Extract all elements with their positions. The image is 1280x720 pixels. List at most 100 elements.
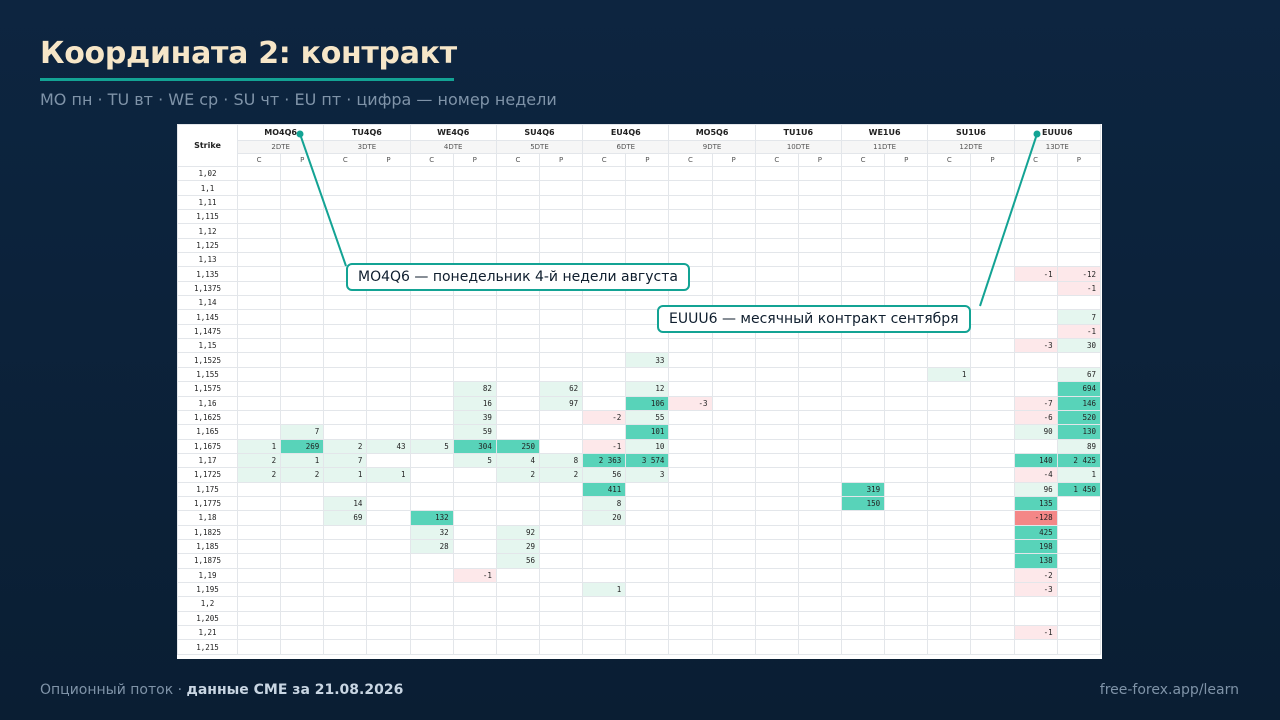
volume-cell xyxy=(1056,223,1102,239)
volume-cell xyxy=(323,596,368,612)
volume-cell xyxy=(280,252,325,268)
volume-cell: -128 xyxy=(1013,510,1058,526)
volume-cell xyxy=(452,165,497,182)
table-row: 1,21 -1 xyxy=(177,624,1102,641)
volume-cell xyxy=(409,309,454,325)
volume-cell xyxy=(625,366,670,383)
strike-cell: 1,1675 xyxy=(177,438,238,454)
volume-cell xyxy=(280,280,325,297)
volume-cell xyxy=(236,624,282,641)
volume-cell xyxy=(668,381,713,397)
dte-label: 3DTE xyxy=(323,140,411,154)
volume-cell: -2 xyxy=(582,409,627,426)
volume-cell xyxy=(797,352,842,368)
strike-cell: 1,155 xyxy=(177,366,238,383)
table-row: 1,185 28 29 198 xyxy=(177,538,1102,555)
volume-cell xyxy=(840,180,886,196)
volume-cell: -3 xyxy=(668,395,713,411)
volume-cell xyxy=(323,237,368,254)
volume-cell xyxy=(1056,596,1102,612)
volume-cell xyxy=(366,424,411,440)
volume-cell: 2 xyxy=(538,467,584,483)
table-row: 1,1625 39 -2 55 -6 520 xyxy=(177,409,1102,426)
volume-cell xyxy=(884,596,929,612)
volume-cell xyxy=(797,510,842,526)
volume-cell: 1 xyxy=(1056,467,1102,483)
volume-cell xyxy=(495,567,540,583)
volume-cell xyxy=(797,395,842,411)
volume-cell: 150 xyxy=(840,495,886,512)
volume-cell xyxy=(884,266,929,282)
volume-cell xyxy=(840,409,886,426)
volume-cell xyxy=(452,295,497,311)
volume-cell xyxy=(366,452,411,469)
volume-cell xyxy=(668,452,713,469)
volume-cell xyxy=(409,209,454,225)
volume-cell xyxy=(797,237,842,254)
volume-cell: 140 xyxy=(1013,452,1058,469)
volume-cell xyxy=(970,581,1015,598)
volume-cell xyxy=(366,538,411,555)
volume-cell xyxy=(884,352,929,368)
volume-cell xyxy=(927,409,972,426)
volume-cell xyxy=(409,409,454,426)
volume-cell xyxy=(711,381,756,397)
strike-cell: 1,02 xyxy=(177,165,238,182)
volume-cell xyxy=(884,467,929,483)
volume-cell xyxy=(1013,366,1058,383)
volume-cell xyxy=(884,553,929,569)
volume-cell xyxy=(582,381,627,397)
volume-cell xyxy=(797,180,842,196)
volume-cell xyxy=(884,510,929,526)
volume-cell xyxy=(538,409,584,426)
volume-cell xyxy=(582,295,627,311)
volume-cell xyxy=(409,553,454,569)
volume-cell xyxy=(797,381,842,397)
volume-cell: -4 xyxy=(1013,467,1058,483)
volume-cell xyxy=(711,438,756,454)
volume-cell xyxy=(236,366,282,383)
contract-header-we4q6: WE4Q6 xyxy=(409,124,497,141)
volume-cell xyxy=(280,381,325,397)
strike-cell: 1,11 xyxy=(177,194,238,211)
volume-cell xyxy=(797,266,842,282)
volume-cell: 425 xyxy=(1013,524,1058,540)
volume-cell xyxy=(409,352,454,368)
volume-cell xyxy=(582,567,627,583)
volume-cell xyxy=(366,223,411,239)
table-row: 1,02 xyxy=(177,165,1102,182)
volume-cell xyxy=(927,553,972,569)
volume-cell xyxy=(582,395,627,411)
volume-cell xyxy=(754,266,799,282)
volume-cell xyxy=(754,280,799,297)
volume-cell xyxy=(280,180,325,196)
volume-cell xyxy=(1056,524,1102,540)
volume-cell xyxy=(625,495,670,512)
volume-cell xyxy=(970,295,1015,311)
volume-cell xyxy=(711,495,756,512)
volume-cell xyxy=(625,553,670,569)
footer-link[interactable]: free-forex.app/learn xyxy=(1099,682,1239,698)
volume-cell xyxy=(582,366,627,383)
volume-cell xyxy=(366,194,411,211)
volume-cell xyxy=(452,495,497,512)
volume-cell xyxy=(797,524,842,540)
volume-cell xyxy=(797,639,842,655)
volume-cell xyxy=(1056,581,1102,598)
volume-cell xyxy=(970,252,1015,268)
volume-cell xyxy=(927,338,972,354)
volume-cell xyxy=(711,395,756,411)
volume-cell xyxy=(884,438,929,454)
volume-cell xyxy=(927,252,972,268)
strike-cell: 1,1825 xyxy=(177,524,238,540)
put-column-header: P xyxy=(797,153,842,167)
volume-cell xyxy=(884,524,929,540)
volume-cell xyxy=(754,438,799,454)
put-column-header: P xyxy=(711,153,756,167)
volume-cell xyxy=(452,581,497,598)
volume-cell xyxy=(366,553,411,569)
volume-cell xyxy=(625,524,670,540)
volume-cell xyxy=(668,596,713,612)
volume-cell xyxy=(884,610,929,627)
volume-cell xyxy=(797,624,842,641)
